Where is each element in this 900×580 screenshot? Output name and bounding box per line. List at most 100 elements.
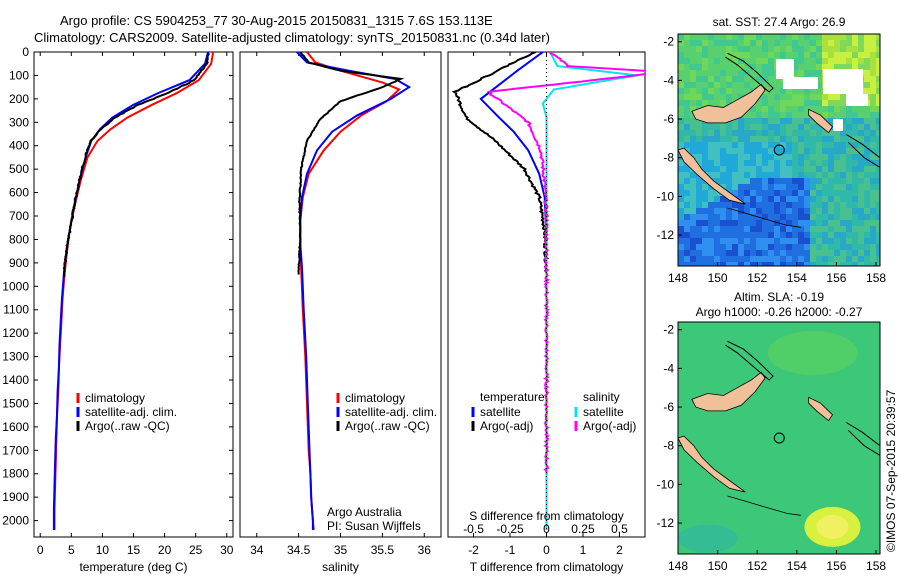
sla-map-xtick-label: 152 <box>747 559 767 573</box>
sst-map-cell <box>810 118 816 124</box>
sst-map-cell <box>702 76 708 82</box>
sst-map-cell <box>744 244 750 250</box>
sst-map-cell <box>816 52 822 58</box>
sst-map-cell <box>768 226 774 232</box>
sst-map-cell <box>714 226 720 232</box>
sst-map-cell <box>756 244 762 250</box>
sst-map-cell <box>714 172 720 178</box>
sst-map-cell <box>684 40 690 46</box>
sst-map-cell <box>798 172 804 178</box>
sst-map-cell <box>750 118 756 124</box>
sst-map-cell <box>810 136 816 142</box>
sst-map-cell <box>828 64 834 70</box>
sst-map-cell <box>738 76 744 82</box>
sst-map-xtick-label: 150 <box>708 271 728 285</box>
sst-map-cell <box>780 214 786 220</box>
sst-map-cell <box>744 136 750 142</box>
sst-map-cell <box>726 220 732 226</box>
sst-map-cell <box>684 214 690 220</box>
sst-map-cell <box>774 46 780 52</box>
sla-map-ytick-label: -8 <box>663 439 674 453</box>
sst-map-cell <box>876 148 880 154</box>
sst-map-cell <box>768 262 774 266</box>
sst-map-cell <box>816 196 822 202</box>
sst-map-cell <box>678 142 684 148</box>
sst-map-cell <box>804 46 810 52</box>
sst-map-cell <box>684 202 690 208</box>
sst-map-cell <box>852 184 858 190</box>
sst-map-cell <box>714 202 720 208</box>
sst-map-cell <box>804 232 810 238</box>
sst-map-cell <box>822 148 828 154</box>
sst-map-cell <box>690 112 696 118</box>
sst-map-cell <box>756 190 762 196</box>
sst-map-cell <box>768 124 774 130</box>
sst-map-cell <box>876 154 880 160</box>
sst-map-cell <box>696 208 702 214</box>
sst-map-cell <box>822 256 828 262</box>
sst-map-cell <box>684 106 690 112</box>
sst-map-cell <box>708 100 714 106</box>
sst-map-cell <box>840 172 846 178</box>
sst-map-cell <box>822 130 828 136</box>
sst-map-cell <box>744 190 750 196</box>
sst-map-cell <box>816 46 822 52</box>
sst-map-cell <box>840 238 846 244</box>
sst-map-cell <box>768 250 774 256</box>
sst-map-cell <box>876 160 880 166</box>
sst-map-cell <box>792 196 798 202</box>
sst-map-cell <box>870 208 876 214</box>
sst-map-cell <box>696 154 702 160</box>
sst-map-cell <box>828 166 834 172</box>
sst-map-cell <box>714 34 720 40</box>
sst-map-cell <box>678 250 684 256</box>
sst-map-cell <box>864 262 870 266</box>
sst-map-cell <box>732 232 738 238</box>
sst-map-cell <box>792 220 798 226</box>
sst-map-cell <box>840 148 846 154</box>
sst-map-cell <box>774 256 780 262</box>
sst-map-cell <box>822 112 828 118</box>
sst-map-cell <box>870 190 876 196</box>
sst-map-cell <box>840 256 846 262</box>
sst-map-cell <box>816 136 822 142</box>
sst-map-cell <box>708 40 714 46</box>
sst-map-cell <box>858 166 864 172</box>
difference-xtick-label: 1 <box>580 543 587 557</box>
sst-map-cell <box>684 52 690 58</box>
sst-map-cell <box>792 172 798 178</box>
sst-map-cell <box>792 88 798 94</box>
sst-map-cell <box>804 136 810 142</box>
sst-map-cell <box>834 220 840 226</box>
sst-map-cell <box>702 220 708 226</box>
sst-map-cell <box>774 112 780 118</box>
sst-map-cell <box>720 196 726 202</box>
temperature-xtick-label: 15 <box>127 543 141 557</box>
sst-map-xtick-label: 158 <box>866 271 886 285</box>
sst-map-cell <box>762 64 768 70</box>
sst-map-cell <box>720 250 726 256</box>
sst-map-cell <box>726 34 732 40</box>
sst-map-cell <box>750 124 756 130</box>
sst-map-cell <box>750 70 756 76</box>
sst-map-cell <box>870 142 876 148</box>
sst-map-cell <box>762 46 768 52</box>
sst-map-cell <box>798 52 804 58</box>
sst-map-cell <box>876 232 880 238</box>
sst-map-cell <box>702 148 708 154</box>
sst-map-cell <box>678 64 684 70</box>
sst-map-cell <box>786 244 792 250</box>
sst-map-cell <box>834 100 840 106</box>
sst-map-cell <box>816 64 822 70</box>
sst-map-cell <box>828 226 834 232</box>
sst-map-cell <box>822 40 828 46</box>
sst-map-cell <box>684 118 690 124</box>
sst-map-cell <box>822 46 828 52</box>
sst-map-cell <box>732 58 738 64</box>
sst-map-cell <box>792 214 798 220</box>
sst-map-cell <box>870 172 876 178</box>
sst-map-cell <box>828 46 834 52</box>
sst-map-cell <box>876 238 880 244</box>
sst-map-cell <box>708 46 714 52</box>
sst-map-cell <box>798 184 804 190</box>
